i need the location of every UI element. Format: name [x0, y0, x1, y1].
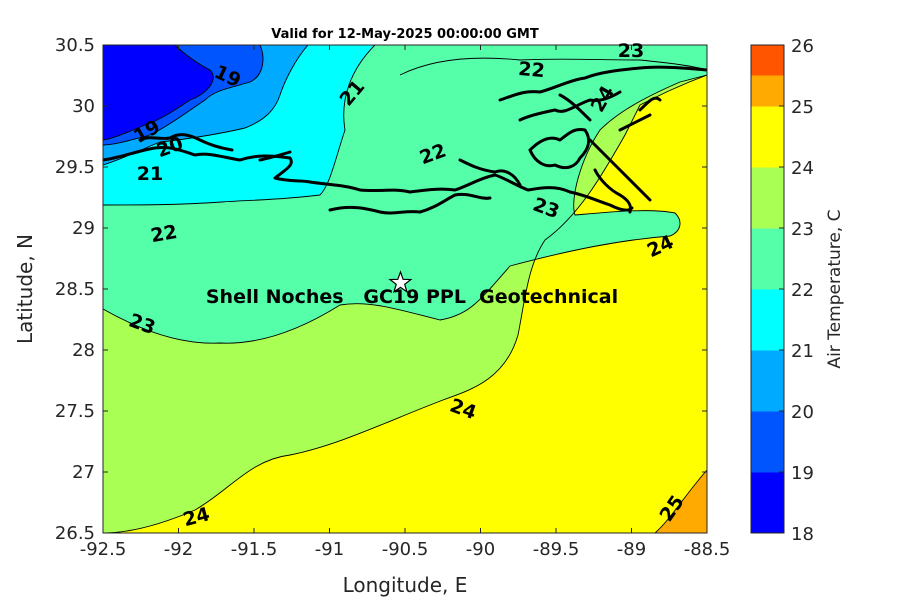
x-tick-label: -88.5 [684, 539, 731, 560]
colorbar-swatch [751, 350, 784, 412]
y-tick-label: 27 [72, 462, 95, 483]
isoline-25a [654, 469, 707, 533]
contour-label: 23 [618, 40, 644, 62]
y-tick-label: 29 [72, 218, 95, 239]
x-tick-label: -89.5 [533, 539, 580, 560]
site-star-marker [388, 270, 413, 294]
colorbar-swatch [751, 45, 784, 76]
colorbar-tick-label: 22 [791, 280, 814, 301]
band-18-19 [103, 45, 214, 140]
y-tick-label: 29.5 [55, 157, 95, 178]
y-tick-label: 27.5 [55, 401, 95, 422]
isoline-21a [103, 45, 309, 166]
contour-label: 22 [517, 58, 545, 82]
x-tick-label: -92.5 [80, 539, 127, 560]
contour-labels: 19 19 20 21 21 22 22 22 23 23 23 24 24 2… [126, 40, 689, 531]
colorbar-swatch [751, 228, 784, 290]
isoline-23a [103, 74, 707, 344]
colorbar-swatch [751, 289, 784, 351]
x-axis-label: Longitude, E [343, 573, 468, 597]
y-axis-label: Latitude, N [13, 234, 37, 344]
x-axis: -92.5 -92 -91.5 -91 -90.5 -90 -89.5 -89 -88.5 [80, 45, 731, 560]
colorbar-tick-label: 20 [791, 402, 814, 423]
isoline-22a [103, 45, 376, 206]
colorbar-swatch [751, 106, 784, 168]
y-axis: 30.5 30 29.5 29 28.5 28 27.5 27 26.5 [55, 35, 707, 544]
colorbar-swatch [751, 167, 784, 229]
colorbar-label: Air Temperature, C [825, 209, 845, 368]
coastline [103, 65, 707, 215]
colorbar-tick-label: 23 [791, 219, 814, 240]
colorbar-tick-label: 24 [791, 158, 814, 179]
isoline-22b [399, 57, 707, 76]
colorbar-swatch [751, 472, 784, 534]
contour-label: 21 [137, 163, 163, 185]
y-tick-label: 30.5 [55, 35, 95, 56]
y-tick-label: 26.5 [55, 523, 95, 544]
site-label: Shell Noches GC19 PPL Geotechnical [206, 286, 618, 308]
isoline-20a [103, 45, 264, 146]
colorbar: 26 25 24 23 22 21 20 19 18 [750, 36, 814, 545]
y-tick-label: 30 [72, 96, 95, 117]
x-tick-label: -91.5 [231, 539, 278, 560]
isoline-19a [103, 45, 214, 141]
contour-label: 22 [149, 221, 179, 247]
x-tick-label: -90 [466, 539, 495, 560]
colorbar-tick-label: 18 [791, 524, 814, 545]
x-tick-label: -89 [617, 539, 646, 560]
x-tick-label: -90.5 [382, 539, 429, 560]
map-title: Valid for 12-May-2025 00:00:00 GMT [271, 27, 539, 42]
colorbar-swatch [751, 411, 784, 473]
colorbar-tick-label: 19 [791, 463, 814, 484]
y-tick-label: 28.5 [55, 279, 95, 300]
x-tick-label: -92 [164, 539, 193, 560]
colorbar-tick-label: 25 [791, 97, 814, 118]
y-tick-label: 28 [72, 340, 95, 361]
colorbar-tick-label: 26 [791, 36, 814, 57]
isoline-24a [103, 74, 707, 533]
x-tick-label: -91 [315, 539, 344, 560]
colorbar-tick-label: 21 [791, 341, 814, 362]
